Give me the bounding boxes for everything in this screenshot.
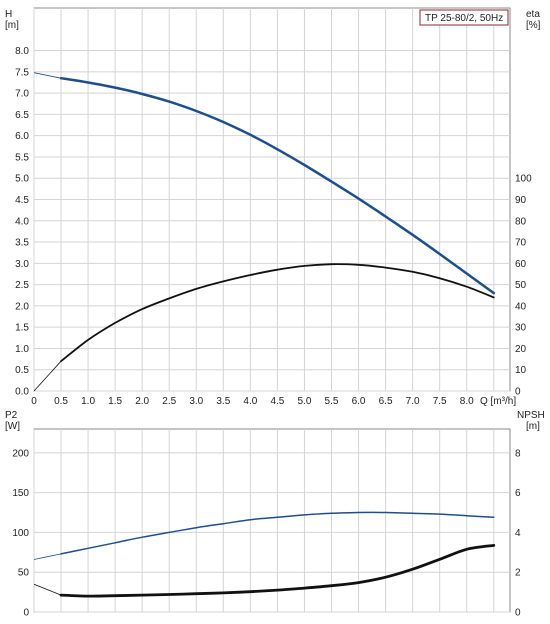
h-tick-label: 2.5 [15,280,29,291]
p2-tick-label: 100 [12,528,29,539]
eta-tick-label: 90 [515,195,527,206]
eta-tick-label: 50 [515,280,527,291]
h-tick-label: 5.5 [15,152,29,163]
npsh-tick-label: 2 [515,568,521,579]
efficiency-curve-extrapolated-line [33,360,62,392]
h-tick-label: 6.0 [15,131,29,142]
x-tick-label: 0.5 [54,396,68,407]
x-tick-label: 7.0 [406,396,420,407]
x-tick-label: 4.0 [243,396,257,407]
eta-axis-unit: [%] [526,20,541,31]
h-tick-label: 2.0 [15,301,29,312]
x-tick-label: 2.0 [135,396,149,407]
x-tick-label: 8.0 [460,396,474,407]
p2-axis-unit: [W] [5,421,20,432]
h-axis-label: H [5,9,12,20]
h-tick-label: 1.5 [15,323,29,334]
h-tick-label: 0.5 [15,365,29,376]
efficiency-curve-line [60,263,495,363]
h-tick-label: 7.5 [15,67,29,78]
power-curve-line [60,511,495,555]
npsh-curve-extrapolated-line [33,583,62,596]
eta-tick-label: 60 [515,259,527,270]
x-tick-label: 4.5 [270,396,284,407]
eta-tick-label: 40 [515,301,527,312]
top-panel: 0 0.5 1.0 1.5 2.0 2.5 3.0 3.5 4.0 4.5 5.0 5.5 6.0 6.5… [5,7,541,407]
x-tick-label: 7.5 [433,396,447,407]
eta-tick-label: 100 [515,174,532,185]
npsh-tick-label: 8 [515,448,521,459]
top-y-left-ticks: 0.0 0.5 1.0 1.5 2.0 2.5 3.0 3.5 4.0 4.5 5.0 5.5 6.0 6… [15,46,29,397]
bottom-grid [33,429,510,613]
h-tick-label: 7.0 [15,89,29,100]
h-tick-label: 0.0 [15,387,29,398]
h-tick-label: 8.0 [15,46,29,57]
npsh-axis-unit: [m] [526,421,540,432]
npsh-curve-line [59,544,496,598]
h-tick-label: 5.0 [15,174,29,185]
h-tick-label: 6.5 [15,110,29,121]
p2-axis-label: P2 [5,410,18,421]
eta-tick-label: 30 [515,323,527,334]
top-grid [33,8,510,392]
power-curve-extrapolated-line [33,553,62,560]
npsh-axis-label: NPSH [517,410,545,421]
x-tick-label: 1.5 [108,396,122,407]
h-tick-label: 3.0 [15,259,29,270]
eta-tick-label: 20 [515,344,527,355]
x-tick-label: 5.0 [298,396,312,407]
p2-tick-label: 50 [18,568,30,579]
legend-box [419,9,509,26]
x-tick-label: 3.0 [189,396,203,407]
head-curve-extrapolated-line [33,72,62,79]
top-x-ticks: 0 0.5 1.0 1.5 2.0 2.5 3.0 3.5 4.0 4.5 5.0 5.5 6.0 6.5… [31,396,474,407]
eta-tick-label: 10 [515,365,527,376]
legend-label: TP 25-80/2, 50Hz [425,13,503,24]
p2-tick-label: 200 [12,448,29,459]
npsh-tick-label: 4 [515,528,521,539]
x-tick-label: 0 [31,396,37,407]
eta-axis-label: eta [526,9,540,20]
eta-tick-label: 70 [515,238,527,249]
bottom-panel: 0 50 100 150 200 0 2 4 6 8 P2 [W] NPSH [m] [5,410,545,619]
x-tick-label: 3.5 [216,396,230,407]
bottom-plot-area [33,428,511,613]
head-curve-line [59,76,496,295]
h-tick-label: 3.5 [15,238,29,249]
p2-tick-label: 150 [12,488,29,499]
x-tick-label: 2.5 [162,396,176,407]
top-y-right-ticks: 0 10 20 30 40 50 60 70 80 90 100 [515,174,532,398]
x-tick-label: 6.0 [352,396,366,407]
bottom-series [33,511,496,598]
h-tick-label: 1.0 [15,344,29,355]
h-tick-label: 4.0 [15,216,29,227]
h-axis-unit: [m] [5,20,19,31]
bottom-y-right-ticks: 0 2 4 6 8 [515,448,521,618]
eta-tick-label: 80 [515,216,527,227]
x-tick-label: 1.0 [81,396,95,407]
npsh-tick-label: 0 [515,608,521,619]
npsh-tick-label: 6 [515,488,521,499]
bottom-y-left-ticks: 0 50 100 150 200 [12,448,29,618]
q-axis-label: Q [m³/h] [480,396,516,407]
top-series [33,72,496,392]
x-tick-label: 6.5 [379,396,393,407]
eta-tick-label: 0 [515,387,521,398]
h-tick-label: 4.5 [15,195,29,206]
x-tick-label: 5.5 [325,396,339,407]
p2-tick-label: 0 [23,608,29,619]
